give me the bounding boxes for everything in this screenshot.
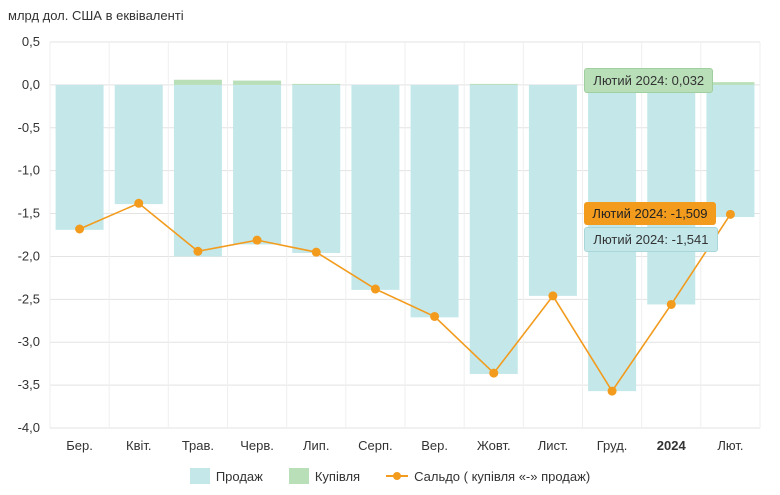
x-tick-label: Лип.: [303, 438, 329, 453]
bar-purchase: [706, 82, 755, 85]
bars: [55, 79, 755, 392]
balance-point: [75, 224, 85, 234]
tooltip-sale: Лютий 2024: -1,541: [584, 227, 718, 253]
balance-point: [430, 311, 440, 321]
x-tick-label: 2024: [657, 438, 687, 453]
bar-sale: [528, 84, 577, 296]
bar-purchase: [233, 80, 282, 85]
legend-label-sale: Продаж: [215, 468, 263, 484]
bar-sale: [233, 84, 282, 245]
balance-point: [666, 299, 676, 309]
balance-point: [548, 291, 558, 301]
x-tick-label: Вер.: [421, 438, 448, 453]
bar-sale: [706, 84, 755, 218]
y-tick-label: 0,5: [22, 34, 40, 49]
balance-point: [252, 235, 262, 245]
balance-point: [311, 247, 321, 257]
bar-sale: [410, 84, 459, 318]
y-tick-label: -2,5: [18, 291, 40, 306]
grid-lines: [49, 41, 761, 429]
balance-point: [607, 386, 617, 396]
balance-line-path: [79, 202, 732, 393]
legend-item-purchase[interactable]: Купівля: [288, 468, 361, 484]
tooltip-purchase: Лютий 2024: 0,032: [584, 68, 714, 94]
y-tick-label: -3,0: [18, 334, 40, 349]
balance-point: [193, 246, 203, 256]
bar-sale: [351, 84, 400, 290]
y-tick-label: -0,5: [18, 120, 40, 135]
bar-purchase: [292, 83, 341, 85]
tooltip-balance: Лютий 2024: -1,509: [584, 202, 716, 226]
x-tick-label: Жовт.: [477, 438, 511, 453]
balance-point: [725, 209, 735, 219]
y-tick-label: 0,0: [22, 77, 40, 92]
bar-sale: [469, 84, 518, 374]
legend-item-sale[interactable]: Продаж: [189, 468, 263, 484]
x-axis-ticks: Бер. Квіт. Трав. Черв. Лип. Серп. Вер. Жовт. Лис…: [66, 438, 743, 453]
bar-sale: [114, 84, 163, 205]
bar-sale: [173, 84, 222, 257]
bar-sale: [55, 84, 104, 230]
y-tick-label: -1,0: [18, 163, 40, 178]
x-tick-label: Серп.: [358, 438, 393, 453]
x-tick-label: Лист.: [538, 438, 568, 453]
y-axis-title: млрд дол. США в еквіваленті: [8, 8, 184, 23]
legend: Продаж Купівля Сальдо ( купівля «-» прод…: [0, 468, 780, 484]
balance-point: [134, 198, 144, 208]
x-tick-label: Лют.: [717, 438, 743, 453]
balance-point: [370, 284, 380, 294]
legend-item-balance[interactable]: Сальдо ( купівля «-» продаж): [386, 468, 590, 484]
bar-sale: [647, 84, 696, 305]
balance-line: [75, 198, 735, 396]
y-tick-label: -1,5: [18, 206, 40, 221]
bar-sale: [292, 84, 341, 254]
y-tick-label: -3,5: [18, 377, 40, 392]
legend-swatch-purchase: [288, 468, 309, 484]
y-tick-label: -2,0: [18, 248, 40, 263]
x-tick-label: Черв.: [240, 438, 274, 453]
bar-purchase: [173, 79, 222, 85]
balance-point: [489, 368, 499, 378]
x-tick-label: Бер.: [66, 438, 93, 453]
x-tick-label: Трав.: [182, 438, 214, 453]
x-tick-label: Груд.: [597, 438, 628, 453]
legend-label-purchase: Купівля: [314, 468, 361, 484]
legend-swatch-balance: [386, 468, 409, 484]
y-axis-ticks: 0,5 0,0 -0,5 -1,0 -1,5 -2,0 -2,5 -3,0 -3,5 -4,0: [18, 34, 40, 435]
y-tick-label: -4,0: [18, 420, 40, 435]
bar-purchase: [469, 83, 518, 85]
legend-swatch-sale: [189, 468, 210, 484]
legend-label-balance: Сальдо ( купівля «-» продаж): [414, 468, 591, 484]
x-tick-label: Квіт.: [126, 438, 152, 453]
